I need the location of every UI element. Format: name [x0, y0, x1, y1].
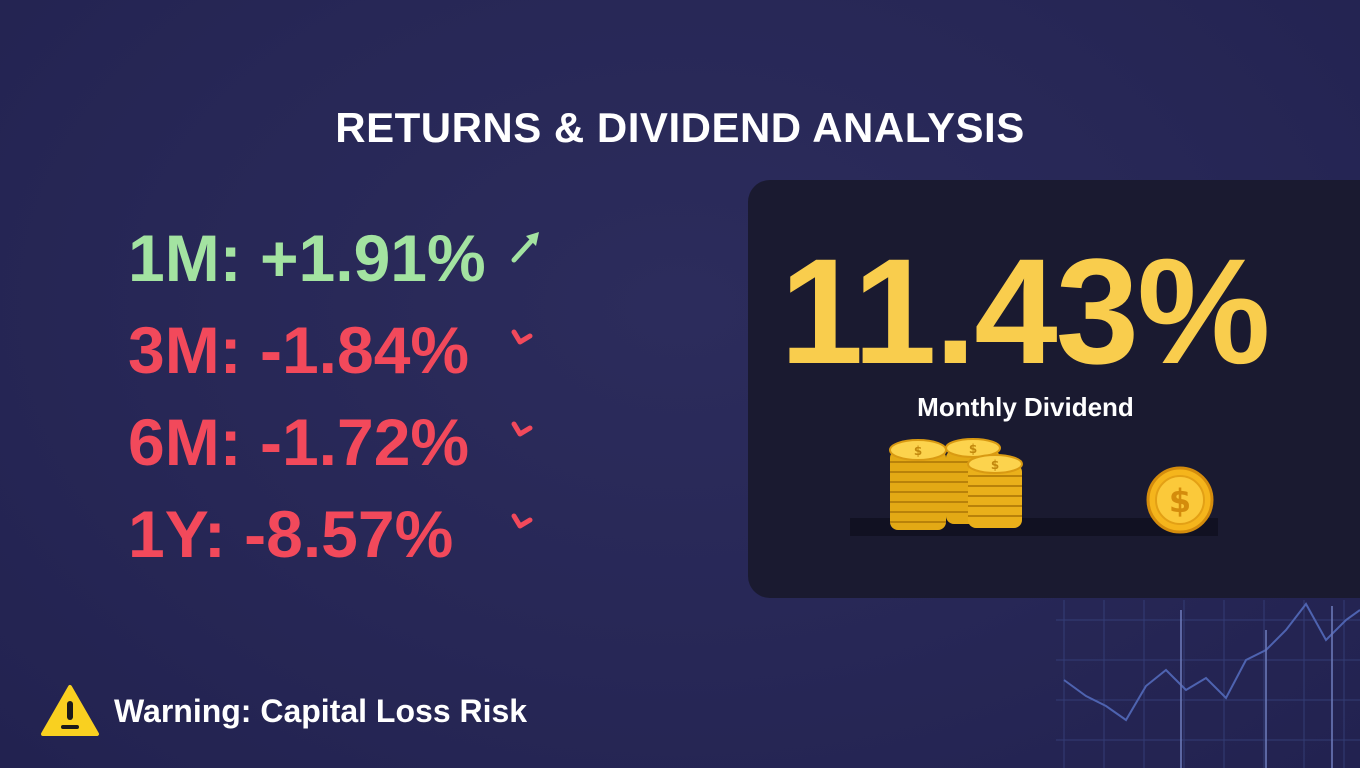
- page-title: RETURNS & DIVIDEND ANALYSIS: [335, 104, 1025, 151]
- svg-text:$: $: [914, 444, 922, 458]
- returns-list: 1M: +1.91% 3M: -1.84% 6M: -1.72% 1Y: -8.…: [128, 218, 539, 586]
- arrow-down-right-icon: [511, 513, 533, 529]
- return-row-3m: 3M: -1.84%: [128, 310, 533, 402]
- background-chart-graphic: [1056, 600, 1360, 768]
- return-1m-text: 1M: +1.91%: [128, 221, 486, 295]
- coin-stacks-icon: $ $ $ $: [850, 438, 1218, 536]
- return-row-1m: 1M: +1.91%: [128, 218, 539, 310]
- dividend-label: Monthly Dividend: [917, 392, 1134, 422]
- return-row-6m: 6M: -1.72%: [128, 402, 533, 494]
- return-6m-text: 6M: -1.72%: [128, 405, 470, 479]
- warning-banner: Warning: Capital Loss Risk: [40, 684, 527, 738]
- warning-triangle-icon: [41, 685, 99, 736]
- warning-text: Warning: Capital Loss Risk: [114, 692, 528, 729]
- svg-text:$: $: [969, 442, 977, 456]
- arrow-down-right-icon: [511, 329, 533, 345]
- return-3m-text: 3M: -1.84%: [128, 313, 470, 387]
- arrow-up-right-icon: [511, 232, 539, 263]
- arrow-down-right-icon: [511, 421, 533, 437]
- svg-text:$: $: [1169, 482, 1191, 520]
- return-1y-text: 1Y: -8.57%: [128, 497, 454, 571]
- dividend-value: 11.43%: [780, 227, 1270, 395]
- return-row-1y: 1Y: -8.57%: [128, 494, 533, 586]
- svg-text:$: $: [991, 458, 999, 472]
- dollar-coin-icon: $: [1146, 466, 1214, 534]
